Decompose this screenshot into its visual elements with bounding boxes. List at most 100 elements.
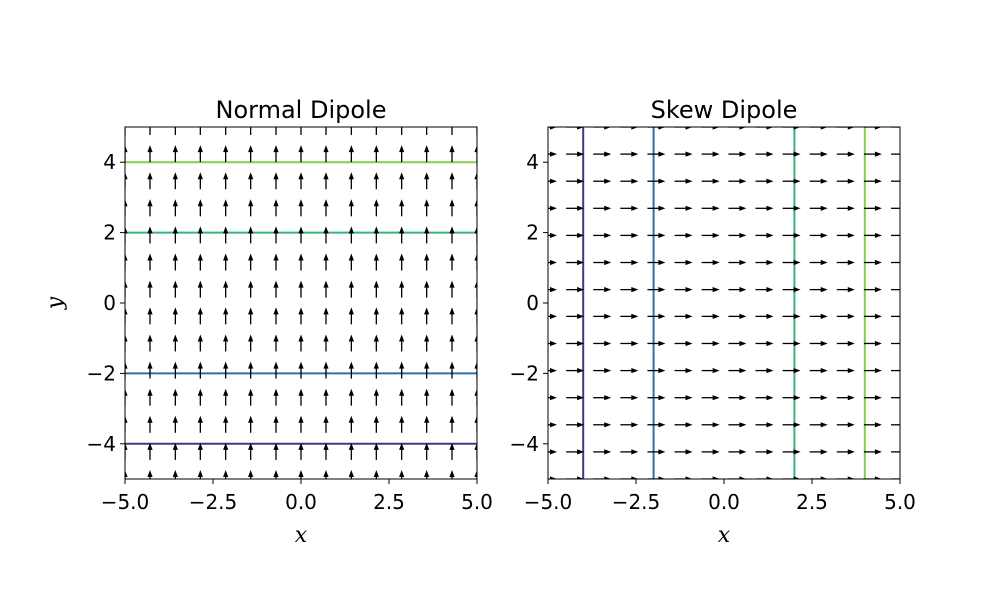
- vector-arrow: [172, 415, 178, 433]
- arrow-head: [874, 287, 882, 293]
- vector-arrow: [373, 442, 379, 460]
- vector-arrow: [863, 205, 882, 211]
- arrow-head: [631, 449, 639, 455]
- arrow-head: [604, 259, 612, 266]
- arrow-head: [424, 145, 430, 153]
- vector-arrow: [566, 232, 585, 239]
- arrow-head: [658, 178, 666, 184]
- arrow-head: [766, 313, 774, 319]
- arrow-head: [739, 367, 747, 374]
- arrow-head: [399, 470, 405, 477]
- arrow-head: [820, 422, 828, 428]
- arrow-head: [197, 145, 203, 153]
- arrow-head: [604, 178, 612, 184]
- vector-arrow: [399, 470, 405, 479]
- vector-arrow: [593, 313, 612, 319]
- vector-arrow: [701, 151, 720, 157]
- vector-arrow: [273, 442, 279, 460]
- arrow-head: [604, 287, 612, 293]
- arrow-head: [631, 476, 639, 479]
- vector-arrow: [172, 172, 178, 190]
- arrow-head: [685, 340, 693, 347]
- arrow-head: [399, 118, 404, 125]
- vector-arrow: [836, 422, 855, 428]
- vector-arrow: [728, 313, 747, 319]
- vector-arrow: [348, 145, 354, 163]
- arrow-head: [348, 442, 354, 450]
- vector-arrow: [424, 334, 430, 352]
- vector-arrow: [248, 415, 254, 433]
- arrow-head: [631, 127, 639, 130]
- arrow-head: [766, 232, 774, 239]
- arrow-head: [577, 178, 585, 184]
- vector-arrow: [809, 313, 828, 319]
- arrow-head: [198, 118, 203, 125]
- arrow-head: [902, 233, 909, 238]
- vector-arrow: [891, 180, 900, 182]
- arrow-head: [449, 226, 455, 234]
- vector-arrow: [223, 307, 229, 325]
- arrow-head: [223, 172, 229, 180]
- vector-arrow: [348, 172, 354, 190]
- vector-arrow: [891, 369, 900, 372]
- arrow-head: [739, 395, 747, 401]
- vector-arrow: [566, 395, 585, 401]
- chart-title: Normal Dipole: [216, 96, 387, 124]
- arrow-head: [348, 361, 354, 369]
- arrow-head: [658, 476, 666, 479]
- vector-arrow: [248, 442, 254, 460]
- arrow-head: [820, 178, 828, 184]
- arrow-head: [399, 253, 405, 261]
- vector-arrow: [755, 476, 774, 479]
- vector-arrow: [566, 340, 585, 347]
- arrow-head: [793, 476, 801, 479]
- arrow-head: [739, 178, 747, 184]
- arrow-head: [197, 442, 203, 450]
- arrow-head: [820, 127, 828, 130]
- vector-arrow: [755, 422, 774, 428]
- arrow-head: [298, 470, 304, 477]
- x-tick-label: −2.5: [189, 490, 238, 514]
- arrow-head: [424, 280, 430, 288]
- arrow-head: [323, 307, 329, 315]
- arrow-head: [793, 313, 801, 319]
- arrow-head: [604, 205, 612, 211]
- vector-arrow: [298, 172, 304, 190]
- vector-arrow: [593, 259, 612, 266]
- arrow-head: [172, 145, 178, 153]
- arrow-head: [248, 307, 254, 315]
- arrow-head: [424, 442, 430, 450]
- x-tick-label: 5.0: [461, 490, 493, 514]
- arrow-head: [298, 145, 304, 153]
- y-tick-label: 0: [526, 291, 539, 315]
- vector-arrow: [197, 307, 203, 325]
- vector-arrow: [674, 151, 693, 157]
- vector-arrow: [674, 476, 693, 479]
- arrow-head: [298, 442, 304, 450]
- arrow-head: [874, 476, 882, 479]
- arrow-head: [820, 367, 828, 374]
- vector-arrow: [593, 395, 612, 401]
- vector-arrow: [755, 313, 774, 319]
- vector-arrow: [782, 449, 801, 455]
- arrow-head: [449, 307, 455, 315]
- vector-arrow: [197, 172, 203, 190]
- arrow-head: [847, 178, 855, 184]
- vector-arrow: [593, 127, 612, 130]
- arrow-head: [323, 388, 329, 396]
- vector-arrow: [298, 415, 304, 433]
- arrow-head: [147, 172, 153, 180]
- arrow-head: [223, 280, 229, 288]
- arrow-head: [793, 287, 801, 293]
- vector-arrow: [424, 199, 430, 217]
- vector-arrow: [620, 422, 639, 428]
- arrow-head: [712, 178, 720, 184]
- arrow-head: [348, 145, 354, 153]
- arrow-head: [793, 340, 801, 347]
- vector-arrow: [424, 226, 430, 244]
- arrow-head: [712, 259, 720, 266]
- arrow-head: [125, 172, 128, 180]
- arrow-head: [793, 395, 801, 401]
- vector-arrow: [424, 253, 430, 271]
- arrow-head: [125, 334, 128, 342]
